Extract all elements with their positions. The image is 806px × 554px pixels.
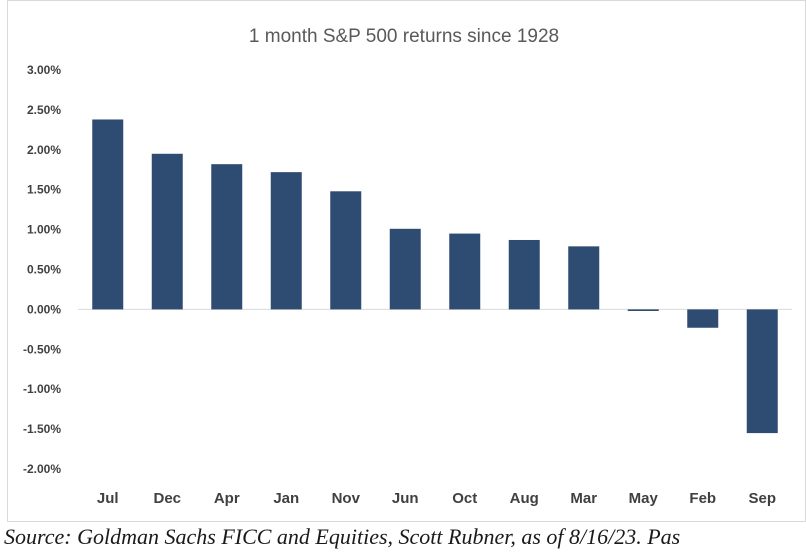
x-axis: Jul Dec Apr Jan Nov Jun Oct Aug Mar May Feb Sep [97,490,776,507]
bar-may [627,309,659,311]
x-tick-label: May [629,490,659,507]
x-tick-label: Apr [214,490,240,507]
bar-nov [330,191,362,310]
x-tick-label: Jun [392,490,419,507]
x-tick-label: Oct [452,490,477,507]
x-tick-label: Aug [510,490,539,507]
x-tick-label: Dec [153,490,181,507]
bar-jul [92,119,124,310]
x-tick-label: Sep [748,490,776,507]
x-tick-label: Jan [273,490,299,507]
bar-oct [449,233,481,310]
y-tick-label: -1.00% [23,382,61,396]
y-tick-label: 1.50% [27,183,61,197]
bar-jun [389,228,421,310]
bars [92,119,778,434]
y-tick-label: 1.00% [27,223,61,237]
bar-jan [270,172,302,310]
y-tick-label: -0.50% [23,342,61,356]
y-axis: 3.00% 2.50% 2.00% 1.50% 1.00% 0.50% 0.00% -0.50… [23,63,61,476]
y-tick-label: 2.00% [27,143,61,157]
bar-dec [151,153,183,310]
bar-mar [568,246,600,310]
y-tick-label: -1.50% [23,422,61,436]
x-tick-label: Mar [570,490,597,507]
x-tick-label: Feb [689,490,716,507]
bar-feb [687,309,719,328]
x-tick-label: Nov [332,490,361,507]
bar-aug [508,239,540,310]
y-tick-label: 2.50% [27,103,61,117]
y-tick-label: -2.00% [23,462,61,476]
bar-apr [211,164,243,310]
y-tick-label: 3.00% [27,63,61,77]
chart-title: 1 month S&P 500 returns since 1928 [249,26,559,47]
y-tick-label: 0.00% [27,302,61,316]
source-note: Source: Goldman Sachs FICC and Equities,… [4,524,681,549]
x-tick-label: Jul [97,490,119,507]
bar-chart: 1 month S&P 500 returns since 1928 3.00%… [23,26,792,507]
bar-sep [746,309,778,434]
y-tick-label: 0.50% [27,263,61,277]
